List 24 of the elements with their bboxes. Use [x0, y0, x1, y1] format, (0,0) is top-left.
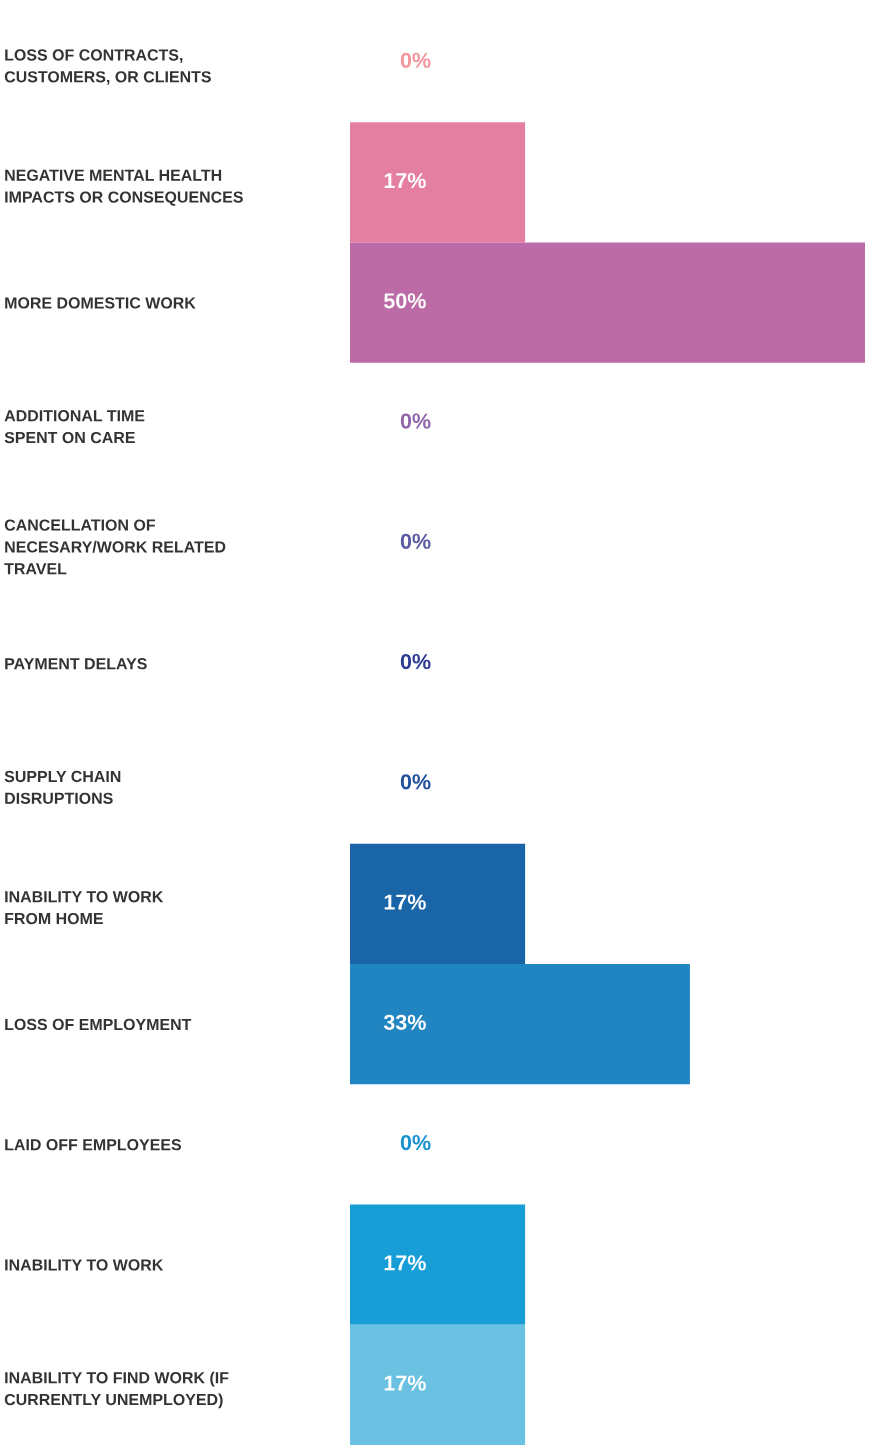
data-label: 0%	[400, 774, 431, 790]
data-label: 0%	[400, 653, 431, 670]
y-tick-label: SUPPLY CHAIN DISRUPTIONS	[4, 770, 121, 804]
y-tick-label: LOSS OF CONTRACTS, CUSTOMERS, OR CLIENTS	[4, 49, 211, 85]
y-tick-label: INABILITY TO FIND WORK (IF CURRENTLY UNEMPLOYED)	[4, 1371, 229, 1409]
y-tick-label: LAID OFF EMPLOYEES	[5, 1139, 182, 1151]
y-tick-label: MORE DOMESTIC WORK	[5, 297, 196, 309]
y-tick-label: LOSS OF EMPLOYMENT	[5, 1018, 192, 1031]
data-label: 17%	[384, 1255, 426, 1271]
data-label: 17%	[384, 894, 426, 910]
data-label: 17%	[384, 172, 426, 189]
data-label: 33%	[383, 1014, 426, 1030]
data-label: 0%	[400, 52, 431, 68]
data-label: 0%	[400, 533, 431, 549]
y-tick-label: ADDITIONAL TIME SPENT ON CARE	[4, 410, 145, 444]
y-tick-label: INABILITY TO WORK FROM HOME	[5, 891, 164, 925]
y-tick-label: NEGATIVE MENTAL HEALTH IMPACTS OR CONSEQUENCES	[5, 169, 243, 206]
data-label: 17%	[384, 1375, 426, 1391]
data-label: 50%	[384, 293, 426, 309]
data-label: 0%	[400, 413, 431, 429]
y-tick-label: INABILITY TO WORK	[5, 1259, 164, 1271]
y-tick-label: PAYMENT DELAYS	[5, 658, 147, 670]
data-label: 0%	[400, 1134, 431, 1151]
y-tick-label: CANCELLATION OF NECESARY/WORK RELATED TRAVEL	[4, 519, 226, 575]
